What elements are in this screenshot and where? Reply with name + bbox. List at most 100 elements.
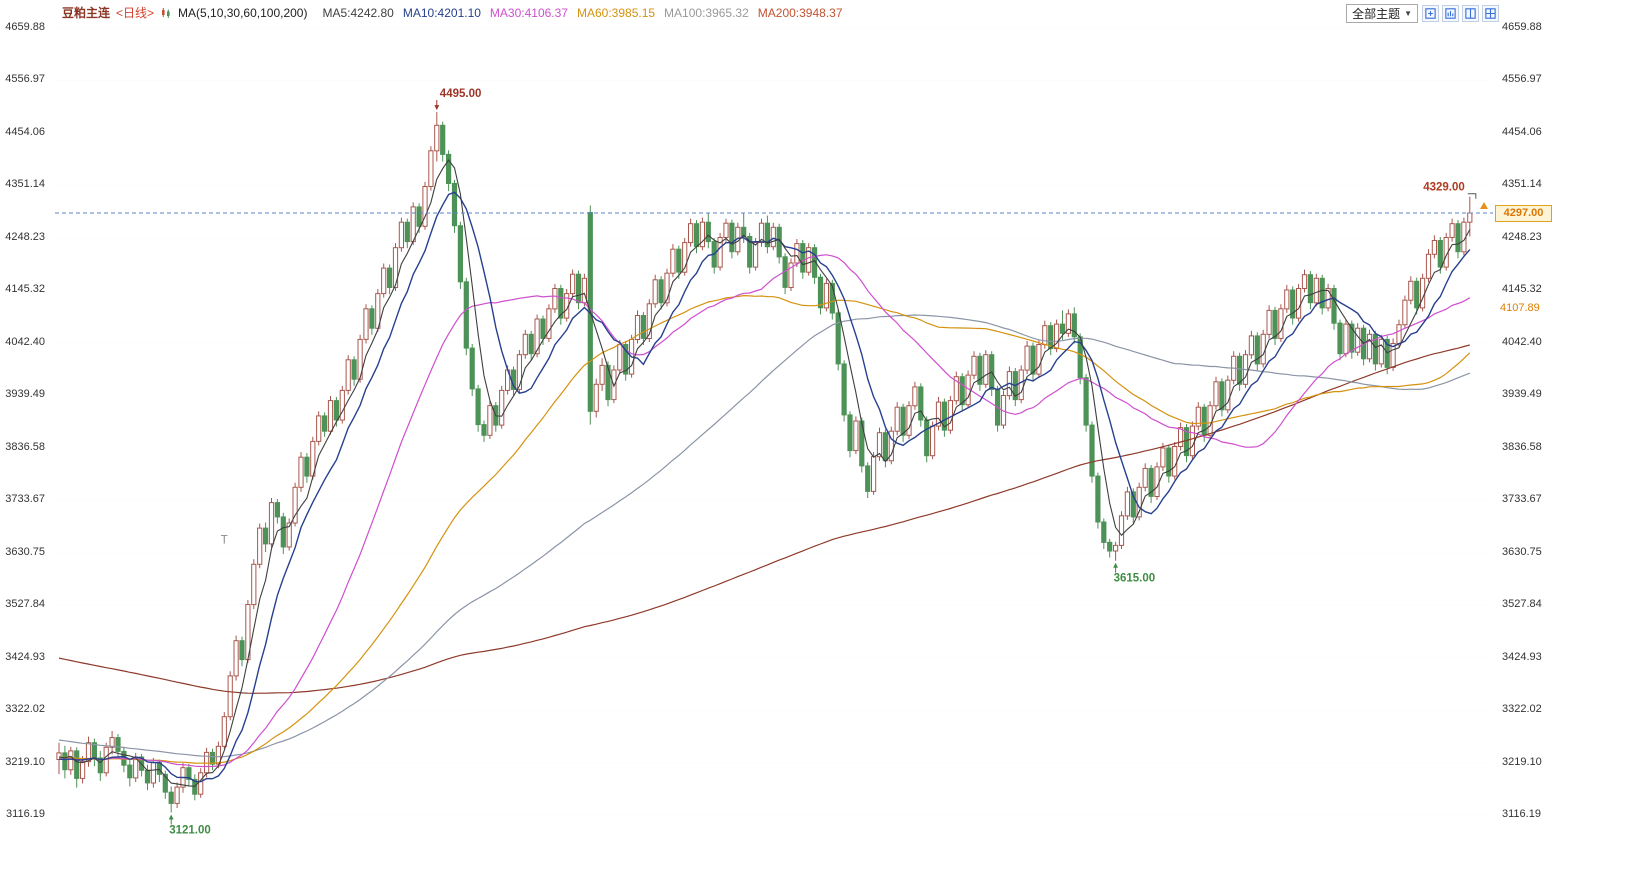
quad-view-icon xyxy=(1485,8,1496,19)
candle-body xyxy=(351,359,357,380)
candle-body xyxy=(1378,338,1384,365)
candle-body xyxy=(1337,322,1343,355)
candle-body xyxy=(1160,447,1166,468)
y-axis-label: 3322.02 xyxy=(5,703,45,716)
candle-body xyxy=(800,243,806,273)
current-price-label: 4297.00 xyxy=(1495,204,1552,222)
dual-view-button[interactable] xyxy=(1462,5,1479,22)
candle-body xyxy=(1095,475,1101,523)
candle-body xyxy=(1207,405,1213,436)
candle-body xyxy=(1278,308,1284,339)
candle-body xyxy=(741,226,747,238)
candle-body xyxy=(794,243,800,264)
candle-body xyxy=(268,502,275,545)
candle-body xyxy=(806,247,812,273)
quad-view-button[interactable] xyxy=(1482,5,1499,22)
y-axis-label: 4042.40 xyxy=(1502,335,1542,348)
candle-body xyxy=(764,222,770,248)
candle-body xyxy=(1260,333,1266,365)
candle-body xyxy=(239,640,245,661)
candle-body xyxy=(274,502,280,518)
candle-body xyxy=(1024,345,1030,371)
y-axis-label: 4042.40 xyxy=(5,335,45,348)
candle-body xyxy=(1101,521,1107,543)
candle-body xyxy=(422,186,428,227)
y-axis-label: 3939.49 xyxy=(1502,388,1542,401)
candle-body xyxy=(221,716,227,747)
candle-body xyxy=(168,791,174,804)
candle-body xyxy=(1113,544,1119,552)
annotations: 4495.00 4329.00 3615.00 3121.00 T xyxy=(168,88,1477,837)
candle-body xyxy=(1030,345,1036,375)
candles xyxy=(56,112,1473,813)
candle-body xyxy=(723,222,729,238)
candle-body xyxy=(327,400,334,432)
add-panel-button[interactable] xyxy=(1422,5,1439,22)
candle-body xyxy=(688,223,694,244)
candle-body xyxy=(316,415,322,442)
candle-body xyxy=(1349,323,1355,353)
candle-body xyxy=(357,338,363,380)
add-panel-icon xyxy=(1425,8,1436,19)
candle-body xyxy=(1042,325,1048,346)
price-up-arrow-icon xyxy=(1480,202,1488,209)
candle-body xyxy=(906,405,912,436)
candle-body xyxy=(1467,212,1473,223)
y-axis-label: 3219.10 xyxy=(5,755,45,768)
candle-body xyxy=(623,344,629,375)
y-axis-label: 3733.67 xyxy=(5,493,45,506)
y-axis-label: 4145.32 xyxy=(1502,283,1542,296)
annotation-arrow xyxy=(168,814,174,820)
candle-body xyxy=(593,383,599,412)
single-view-button[interactable] xyxy=(1442,5,1459,22)
ma-values-group: MA5:4242.80 MA10:4201.10 MA30:4106.37 MA60:… xyxy=(313,6,842,20)
chart-header: 豆粕主连 <日线> MA(5,10,30,60,100,200) MA5:424… xyxy=(62,4,843,21)
candle-body xyxy=(640,315,646,339)
candle-body xyxy=(1219,381,1225,411)
candle-body xyxy=(1107,541,1113,552)
candle-body xyxy=(398,221,404,249)
candle-body xyxy=(68,750,74,771)
candle-body xyxy=(835,312,841,365)
candle-body xyxy=(404,221,410,243)
candle-body xyxy=(286,522,292,548)
y-axis-label: 3630.75 xyxy=(1502,545,1542,558)
candle-body xyxy=(977,355,983,385)
price-annotation: 3121.00 xyxy=(169,825,211,837)
candle-body xyxy=(853,420,859,452)
candle-body xyxy=(1148,467,1154,497)
candle-body xyxy=(144,769,151,784)
candle-body xyxy=(1390,343,1396,368)
candle-body xyxy=(652,279,658,305)
candle-body xyxy=(918,386,924,421)
candle-body xyxy=(699,221,705,248)
candle-body xyxy=(85,742,92,763)
candle-body xyxy=(97,757,103,774)
candle-body xyxy=(1355,327,1361,353)
candle-body xyxy=(1319,277,1325,309)
candle-body xyxy=(1189,425,1196,457)
ma-settings-label: MA(5,10,30,60,100,200) xyxy=(178,5,308,20)
candle-body xyxy=(930,425,936,457)
candle-body xyxy=(434,124,440,152)
candle-body xyxy=(1301,274,1308,290)
candle-body xyxy=(1431,240,1438,255)
dual-view-icon xyxy=(1465,8,1476,19)
candle-body xyxy=(823,282,829,309)
instrument-name: 豆粕主连 xyxy=(62,6,111,20)
candle-body xyxy=(900,406,906,436)
candle-body xyxy=(339,389,345,421)
candle-body xyxy=(971,355,977,376)
theme-dropdown-label: 全部主题 xyxy=(1352,7,1401,21)
candle-body xyxy=(162,773,168,793)
price-annotation: 4329.00 xyxy=(1423,182,1465,194)
candle-body xyxy=(812,247,818,278)
candle-body xyxy=(959,376,965,406)
theme-dropdown[interactable]: 全部主题 ▼ xyxy=(1346,4,1418,23)
candle-body xyxy=(1178,427,1184,448)
ma100-line xyxy=(58,314,1471,758)
candle-body xyxy=(540,318,546,339)
candle-body xyxy=(758,222,765,244)
candle-body xyxy=(1254,335,1260,365)
